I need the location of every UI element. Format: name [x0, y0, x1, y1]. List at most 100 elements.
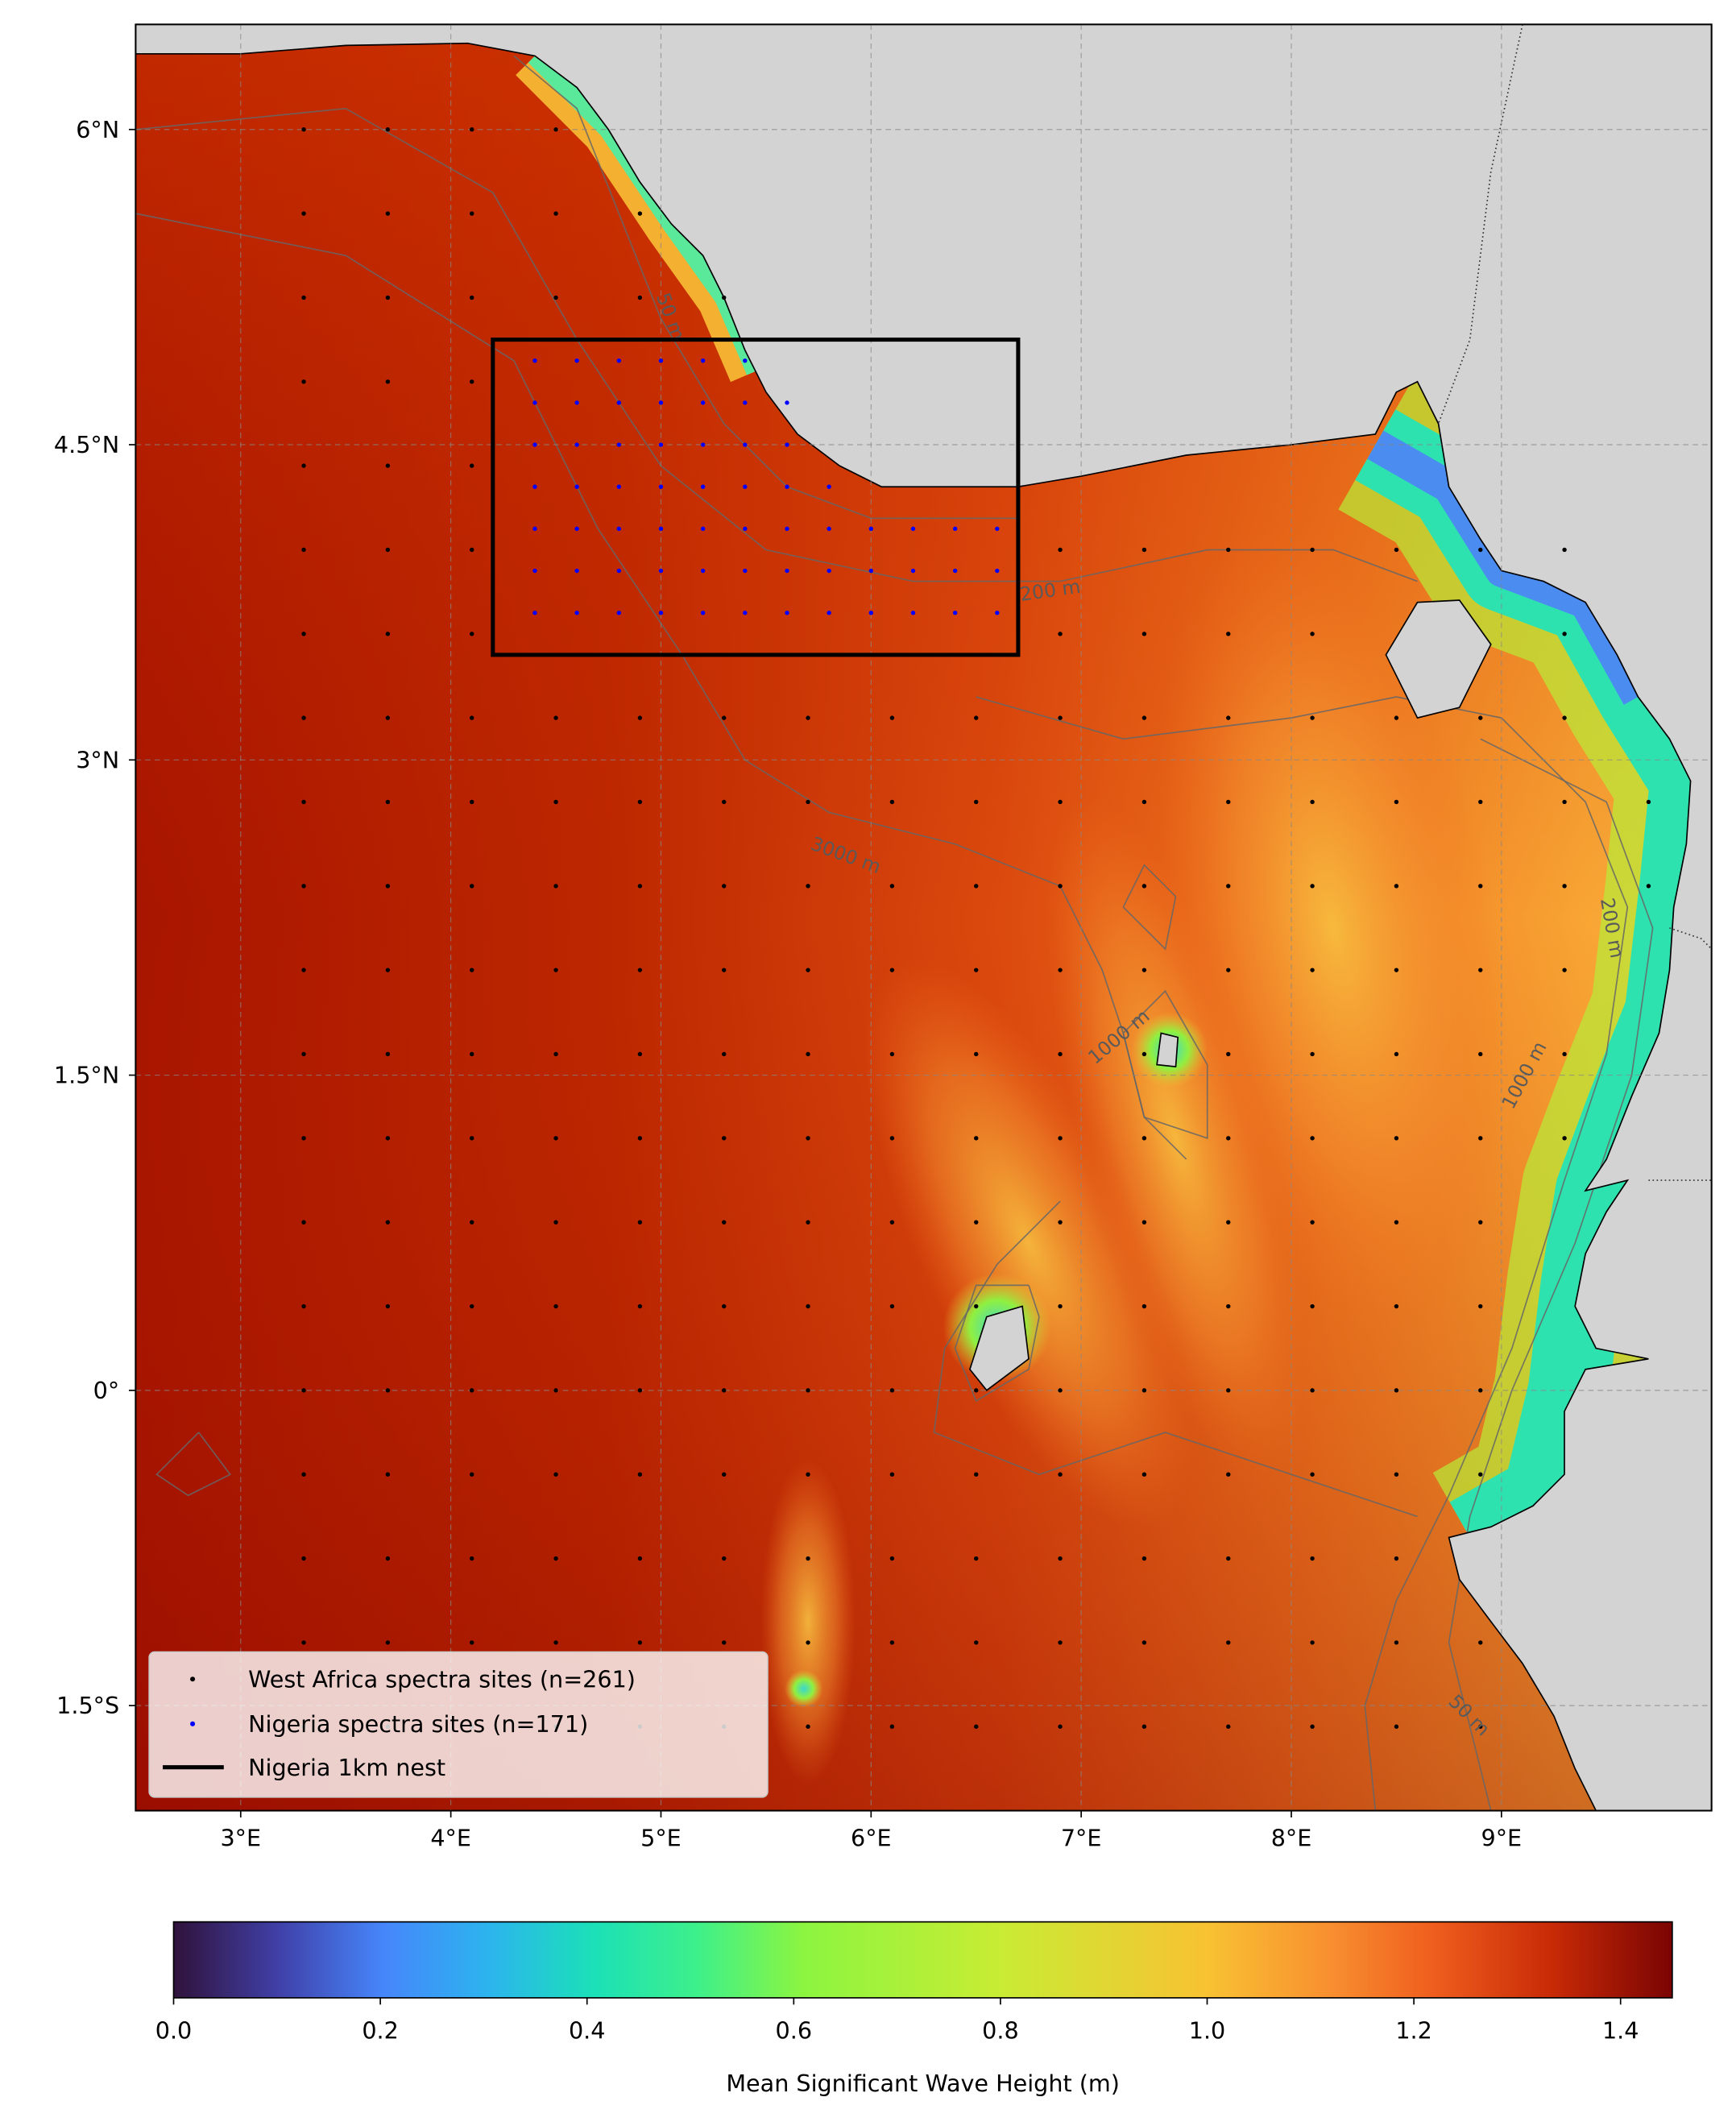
spectra-site [806, 1220, 810, 1225]
spectra-site [1141, 715, 1147, 720]
spectra-site [385, 295, 391, 300]
spectra-site [974, 715, 979, 720]
spectra-site [637, 1303, 643, 1309]
spectra-site [1310, 1136, 1315, 1141]
spectra-site [1226, 632, 1231, 636]
colorbar-tick-label: 0.8 [982, 2016, 1019, 2044]
spectra-site [470, 799, 474, 805]
spectra-site [1646, 799, 1651, 805]
island [968, 1305, 1030, 1391]
spectra-site [1226, 547, 1231, 553]
spectra-site [1141, 1640, 1147, 1645]
spectra-site [1562, 547, 1567, 553]
spectra-site [1310, 1303, 1315, 1309]
spectra-site [889, 799, 895, 805]
spectra-site [385, 632, 391, 636]
spectra-site [889, 1472, 895, 1477]
spectra-site [470, 379, 474, 384]
spectra-site [385, 884, 391, 889]
spectra-site [1141, 1388, 1147, 1393]
spectra-site [974, 1051, 979, 1057]
spectra-site [658, 358, 664, 363]
spectra-site [301, 1388, 306, 1393]
spectra-site [889, 1724, 895, 1729]
spectra-site [553, 211, 558, 216]
spectra-site [1058, 884, 1063, 889]
spectra-site [952, 568, 958, 574]
spectra-site [743, 568, 748, 574]
spectra-site [722, 1051, 727, 1057]
spectra-site [385, 211, 391, 216]
spectra-site [995, 568, 1000, 574]
spectra-site [806, 1051, 810, 1057]
spectra-site [470, 884, 474, 889]
spectra-site [974, 1724, 979, 1729]
spectra-site [574, 568, 579, 574]
depth-contour [976, 696, 1629, 1811]
spectra-site [1394, 1220, 1399, 1225]
spectra-site [1058, 1136, 1063, 1141]
spectra-site [722, 1220, 727, 1225]
legend-label: Nigeria 1km nest [248, 1754, 445, 1781]
spectra-site [1478, 1051, 1483, 1057]
spectra-site [1478, 1220, 1483, 1225]
spectra-site [470, 547, 474, 553]
spectra-site [470, 1303, 474, 1309]
spectra-site [1226, 1724, 1231, 1729]
spectra-site [301, 884, 306, 889]
spectra-site [1310, 715, 1315, 720]
spectra-site [1058, 799, 1063, 805]
spectra-site [974, 1472, 979, 1477]
spectra-site [574, 442, 579, 447]
spectra-site [470, 715, 474, 720]
spectra-site [889, 1556, 895, 1561]
spectra-site [385, 968, 391, 972]
y-tick-label: 4.5°N [54, 431, 119, 458]
spectra-site [1310, 1472, 1315, 1477]
spectra-site [1394, 1303, 1399, 1309]
spectra-site [868, 568, 874, 574]
colorbar [172, 1921, 1673, 1999]
spectra-site [1478, 1472, 1483, 1477]
spectra-site [974, 1556, 979, 1561]
spectra-site [637, 295, 643, 300]
spectra-site [806, 1556, 810, 1561]
spectra-site [806, 1472, 810, 1477]
spectra-site [616, 442, 622, 447]
spectra-site [974, 884, 979, 889]
spectra-site [616, 358, 622, 363]
spectra-site [385, 463, 391, 468]
spectra-site [974, 968, 979, 972]
spectra-site [385, 547, 391, 553]
spectra-site [743, 442, 748, 447]
spectra-site [910, 611, 916, 615]
spectra-site [1478, 968, 1483, 972]
spectra-site [385, 1303, 391, 1309]
spectra-site [470, 295, 474, 300]
spectra-site [637, 1220, 643, 1225]
spectra-site [700, 400, 706, 405]
spectra-site [470, 1472, 474, 1477]
x-tick-label: 6°E [851, 1824, 892, 1851]
spectra-site [532, 484, 537, 489]
spectra-site [785, 400, 789, 405]
spectra-site [868, 526, 874, 532]
spectra-site [722, 1136, 727, 1141]
spectra-site [1141, 1472, 1147, 1477]
spectra-site [616, 526, 622, 532]
spectra-site [1478, 884, 1483, 889]
colorbar-tick-label: 1.0 [1189, 2016, 1226, 2044]
spectra-site [827, 526, 831, 532]
spectra-site [722, 1556, 727, 1561]
spectra-site [1562, 884, 1567, 889]
spectra-site [1478, 1303, 1483, 1309]
spectra-site [1310, 1556, 1315, 1561]
spectra-site [889, 968, 895, 972]
spectra-site [722, 968, 727, 972]
spectra-site [806, 715, 810, 720]
wave-plume [864, 956, 1194, 1530]
spectra-site [637, 1472, 643, 1477]
spectra-site [1394, 799, 1399, 805]
spectra-site [889, 715, 895, 720]
